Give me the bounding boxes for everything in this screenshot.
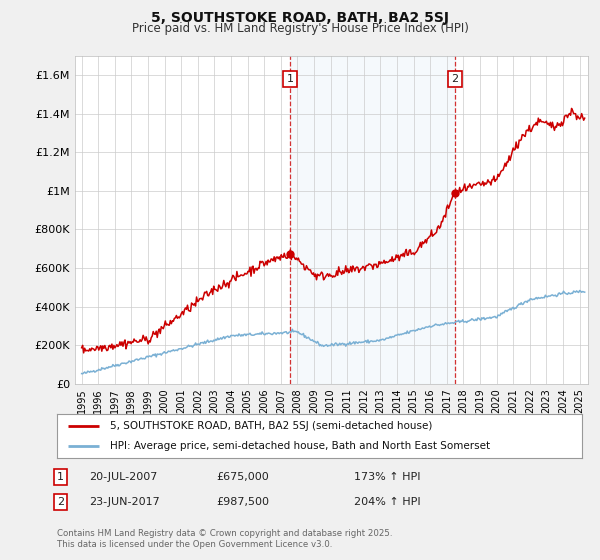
Text: 2: 2 bbox=[57, 497, 64, 507]
Text: Price paid vs. HM Land Registry's House Price Index (HPI): Price paid vs. HM Land Registry's House … bbox=[131, 22, 469, 35]
Text: 1: 1 bbox=[286, 74, 293, 84]
Text: 5, SOUTHSTOKE ROAD, BATH, BA2 5SJ: 5, SOUTHSTOKE ROAD, BATH, BA2 5SJ bbox=[151, 11, 449, 25]
Text: Contains HM Land Registry data © Crown copyright and database right 2025.
This d: Contains HM Land Registry data © Crown c… bbox=[57, 529, 392, 549]
Bar bbox=[290, 56, 455, 384]
Text: £987,500: £987,500 bbox=[216, 497, 269, 507]
Text: 23-JUN-2017: 23-JUN-2017 bbox=[89, 497, 160, 507]
Text: 204% ↑ HPI: 204% ↑ HPI bbox=[354, 497, 421, 507]
Text: 5, SOUTHSTOKE ROAD, BATH, BA2 5SJ (semi-detached house): 5, SOUTHSTOKE ROAD, BATH, BA2 5SJ (semi-… bbox=[110, 421, 432, 431]
Text: £675,000: £675,000 bbox=[216, 472, 269, 482]
Text: 2: 2 bbox=[451, 74, 458, 84]
Text: 1: 1 bbox=[57, 472, 64, 482]
Text: 173% ↑ HPI: 173% ↑ HPI bbox=[354, 472, 421, 482]
Text: HPI: Average price, semi-detached house, Bath and North East Somerset: HPI: Average price, semi-detached house,… bbox=[110, 441, 490, 451]
Text: 20-JUL-2007: 20-JUL-2007 bbox=[89, 472, 157, 482]
